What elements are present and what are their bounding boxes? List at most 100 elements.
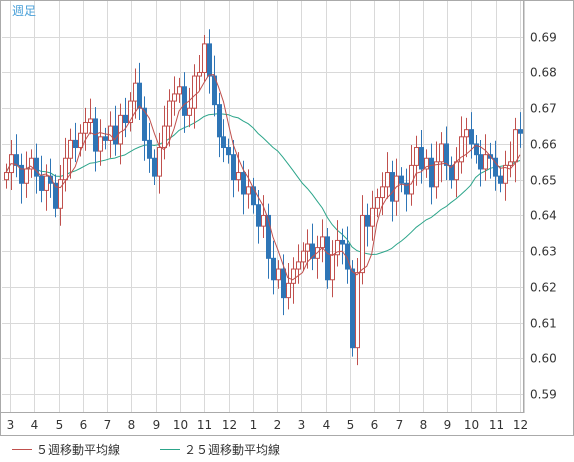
candle-up	[63, 157, 68, 181]
candle-down	[474, 143, 479, 156]
x-tick-label: 4	[323, 418, 331, 432]
candle-up	[236, 172, 241, 181]
candle-down	[142, 107, 147, 141]
y-tick-label: 0.68	[530, 66, 557, 80]
candle-down	[469, 129, 474, 145]
candle-up	[508, 161, 513, 166]
candle-up	[118, 114, 123, 145]
candle-up	[286, 282, 291, 299]
candle-up	[133, 82, 138, 102]
candle-down	[478, 154, 483, 170]
candle-down	[399, 175, 404, 184]
candle-down	[404, 182, 409, 195]
candle-up	[172, 93, 177, 102]
candle-up	[276, 268, 281, 281]
candle-down	[350, 268, 355, 349]
y-tick-label: 0.60	[530, 352, 557, 366]
candle-up	[439, 143, 444, 163]
candle-down	[429, 157, 434, 188]
x-tick-label: 12	[513, 418, 528, 432]
x-axis: 3 4 5 6 7 8 9 10 11 12 1 2 3 4 5 6 7 8 9 10 11 12	[7, 418, 528, 432]
candle-up	[355, 272, 360, 349]
candle-up	[335, 239, 340, 256]
candle-up	[202, 43, 207, 73]
candle-down	[310, 243, 315, 259]
y-tick-label: 0.66	[530, 138, 557, 152]
candle-down	[345, 243, 350, 270]
candle-down	[419, 147, 424, 170]
candle-up	[58, 179, 63, 209]
x-tick-label: 9	[444, 418, 452, 432]
y-tick-label: 0.69	[530, 31, 557, 45]
y-axis: 0.69 0.68 0.67 0.66 0.65 0.64 0.63 0.62 0.61 0.60…	[530, 31, 557, 402]
candle-down	[365, 214, 370, 227]
x-tick-label: 11	[197, 418, 212, 432]
candle-up	[78, 132, 83, 149]
candle-up	[424, 157, 429, 170]
x-tick-label: 6	[371, 418, 379, 432]
candle-down	[207, 43, 212, 77]
candle-down	[103, 136, 108, 141]
x-tick-label: 2	[274, 418, 282, 432]
candle-down	[226, 147, 231, 156]
candle-up	[24, 168, 29, 184]
candle-up	[459, 136, 464, 163]
candle-down	[266, 214, 271, 259]
candle-up	[4, 172, 9, 181]
candle-down	[493, 157, 498, 177]
candle-up	[246, 186, 251, 195]
y-tick-label: 0.59	[530, 388, 557, 402]
candle-down	[48, 175, 53, 184]
candle-down	[19, 164, 24, 184]
candle-down	[217, 104, 222, 138]
y-tick-label: 0.65	[530, 174, 557, 188]
candle-up	[192, 75, 197, 109]
candle-up	[301, 250, 306, 263]
candle-up	[291, 268, 296, 284]
x-tick-label: 7	[104, 418, 112, 432]
candle-down	[34, 157, 39, 177]
candle-down	[137, 82, 142, 109]
candle-down	[241, 172, 246, 195]
x-tick-label: 8	[420, 418, 428, 432]
candle-up	[162, 125, 167, 149]
candle-up	[414, 147, 419, 166]
x-tick-label: 11	[489, 418, 504, 432]
candle-down	[256, 204, 261, 227]
candle-up	[370, 207, 375, 227]
candle-down	[390, 172, 395, 202]
candle-down	[231, 154, 236, 181]
x-tick-label: 6	[80, 418, 88, 432]
candle-down	[221, 136, 226, 149]
legend-label-ma25: ２５週移動平均線	[184, 443, 281, 457]
y-tick-label: 0.62	[530, 281, 557, 295]
candle-down	[39, 175, 44, 191]
candle-down	[123, 114, 128, 124]
legend-item-ma5: ５週移動平均線	[12, 441, 120, 458]
candle-up	[513, 129, 518, 163]
candle-down	[271, 257, 276, 281]
candle-down	[498, 175, 503, 184]
candle-down	[182, 86, 187, 116]
candle-down	[152, 157, 157, 177]
x-tick-label: 8	[128, 418, 136, 432]
candle-up	[261, 214, 266, 227]
candle-up	[454, 161, 459, 181]
candle-up	[464, 129, 469, 138]
candle-up	[434, 161, 439, 188]
candle-down	[53, 182, 58, 209]
ma25-line	[5, 113, 521, 256]
candle-up	[187, 107, 192, 116]
candle-up	[108, 125, 113, 141]
candle-up	[157, 147, 162, 177]
candle-down	[340, 239, 345, 245]
x-tick-label: 10	[464, 418, 479, 432]
candle-down	[325, 236, 330, 281]
x-tick-label: 1	[250, 418, 258, 432]
candle-down	[113, 125, 118, 145]
x-tick-label: 4	[31, 418, 39, 432]
candle-up	[503, 164, 508, 184]
candle-down	[444, 143, 449, 166]
candle-up	[177, 86, 182, 95]
